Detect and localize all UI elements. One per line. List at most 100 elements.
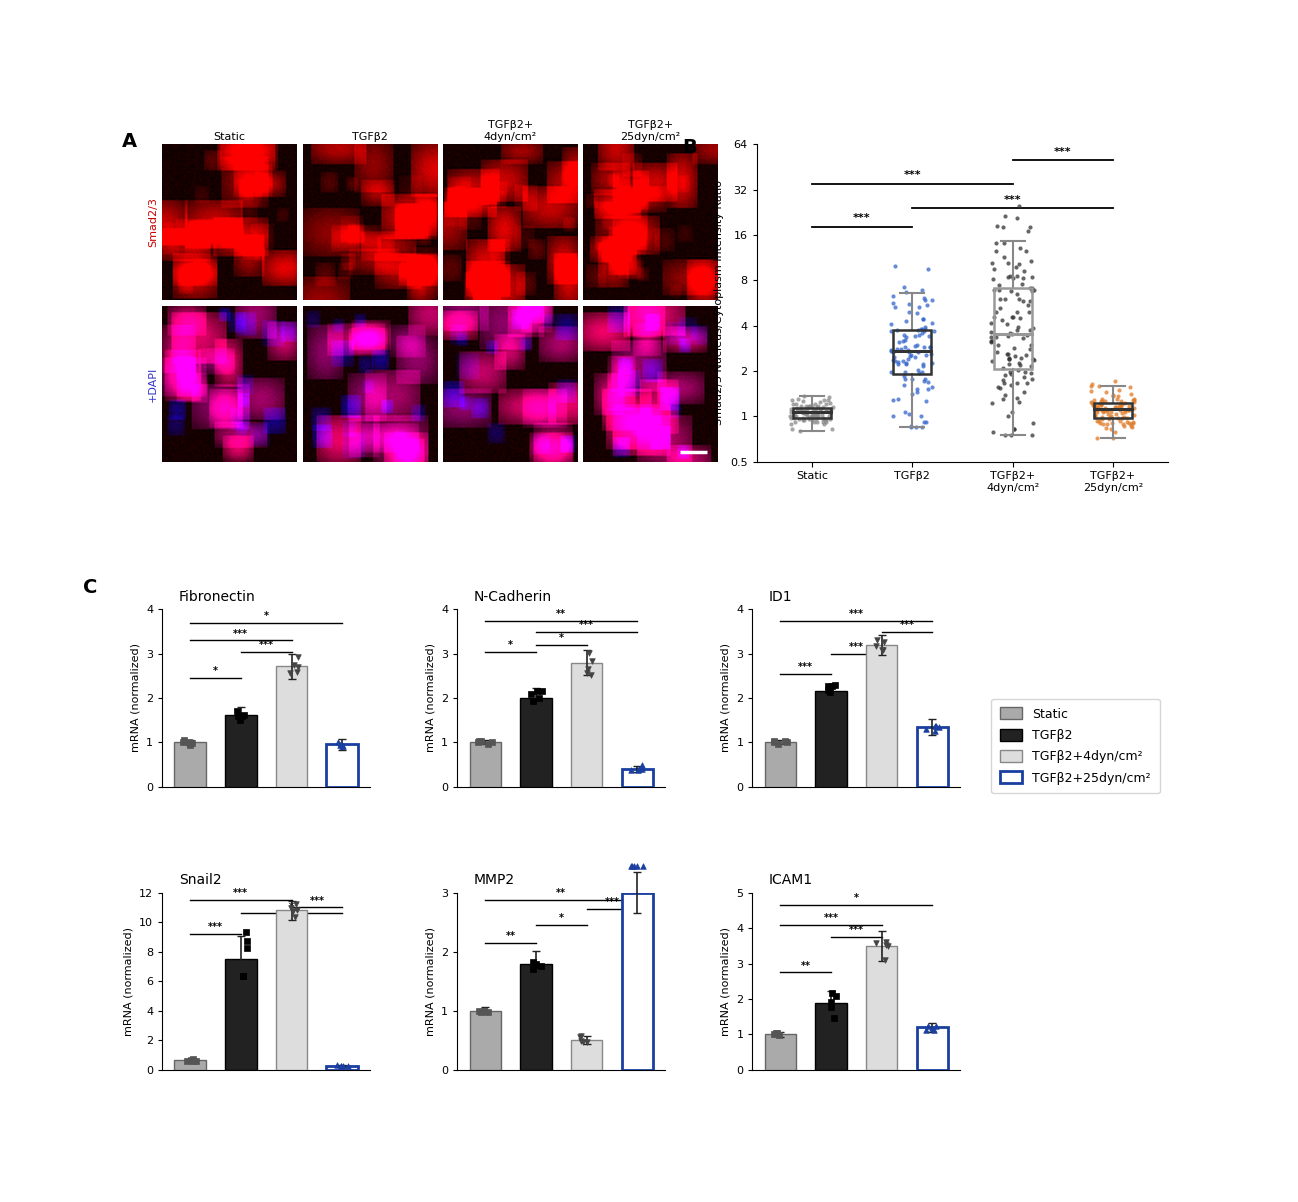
- Point: [896, 353, 916, 373]
- Point: [1007, 267, 1028, 286]
- Point: [332, 737, 353, 756]
- Point: [894, 337, 915, 356]
- Point: [981, 351, 1002, 370]
- Point: [1094, 399, 1115, 418]
- Point: [922, 291, 942, 310]
- Text: ***: ***: [798, 662, 813, 672]
- Point: [803, 399, 824, 418]
- Point: [1090, 391, 1111, 410]
- Bar: [815, 1002, 846, 1070]
- Point: [1102, 413, 1123, 433]
- Point: [819, 683, 840, 702]
- Point: [894, 367, 915, 386]
- Point: [570, 1031, 591, 1051]
- Point: [1092, 389, 1112, 409]
- Point: [918, 373, 938, 392]
- Point: [876, 933, 897, 952]
- Text: *: *: [558, 914, 563, 923]
- Point: [1018, 294, 1038, 314]
- Point: [1005, 346, 1025, 365]
- Point: [478, 734, 498, 754]
- Point: [1020, 278, 1041, 297]
- Point: [1111, 397, 1132, 416]
- Point: [1083, 395, 1103, 415]
- Point: [1020, 335, 1041, 355]
- Point: [1086, 403, 1107, 422]
- Point: [331, 1057, 352, 1076]
- Bar: [174, 1060, 206, 1070]
- Point: [988, 335, 1009, 355]
- Point: [818, 406, 839, 426]
- Point: [896, 328, 916, 347]
- Point: [994, 248, 1015, 267]
- Point: [819, 394, 840, 413]
- Point: [1020, 363, 1041, 382]
- Point: [238, 932, 258, 951]
- Point: [286, 894, 306, 914]
- Point: [576, 664, 597, 683]
- Point: [1084, 394, 1105, 413]
- Text: ICAM1: ICAM1: [770, 874, 814, 887]
- Point: [919, 327, 940, 346]
- Point: [576, 1033, 597, 1052]
- Point: [916, 719, 937, 738]
- Point: [1123, 389, 1144, 409]
- Point: [180, 1051, 201, 1070]
- Bar: [622, 893, 653, 1070]
- Point: [284, 908, 305, 927]
- Point: [918, 260, 938, 279]
- Point: [780, 409, 801, 428]
- Point: [877, 936, 898, 956]
- Point: [806, 412, 827, 432]
- Point: [988, 377, 1009, 397]
- Point: [287, 900, 308, 920]
- Point: [793, 409, 814, 428]
- Point: [470, 1002, 491, 1022]
- Point: [279, 664, 300, 683]
- Point: [1123, 413, 1144, 433]
- Point: [236, 923, 257, 942]
- Point: [1108, 397, 1129, 416]
- Point: [632, 756, 653, 775]
- Point: [790, 400, 811, 419]
- Point: [520, 685, 541, 704]
- Point: [785, 394, 806, 413]
- Point: [998, 406, 1019, 426]
- Point: [1023, 319, 1044, 338]
- Point: [887, 339, 907, 358]
- Point: [875, 950, 896, 969]
- Point: [793, 404, 814, 423]
- Bar: [520, 698, 552, 786]
- Point: [813, 410, 833, 429]
- Point: [925, 1017, 946, 1036]
- Point: [912, 356, 933, 375]
- Point: [781, 391, 802, 410]
- Point: [766, 1023, 787, 1042]
- Point: [1006, 302, 1027, 321]
- Point: [1020, 292, 1041, 311]
- Text: **: **: [505, 932, 515, 941]
- Point: [907, 343, 928, 362]
- Point: [232, 966, 253, 986]
- Point: [887, 320, 907, 339]
- Point: [788, 410, 809, 429]
- Point: [1014, 261, 1035, 280]
- Point: [994, 373, 1015, 392]
- Point: [880, 340, 901, 359]
- Point: [1096, 382, 1116, 401]
- Point: [337, 1057, 358, 1076]
- Point: [1085, 398, 1106, 417]
- Point: [1111, 394, 1132, 413]
- Point: [915, 320, 936, 339]
- Point: [580, 665, 601, 684]
- Point: [981, 332, 1002, 351]
- Point: [781, 400, 802, 419]
- Point: [793, 401, 814, 421]
- Point: [183, 1049, 204, 1069]
- Point: [1002, 308, 1023, 327]
- Point: [784, 406, 805, 426]
- Y-axis label: mRNA (normalized): mRNA (normalized): [131, 643, 140, 752]
- Point: [1097, 400, 1118, 419]
- Point: [800, 397, 820, 416]
- Point: [1002, 308, 1023, 327]
